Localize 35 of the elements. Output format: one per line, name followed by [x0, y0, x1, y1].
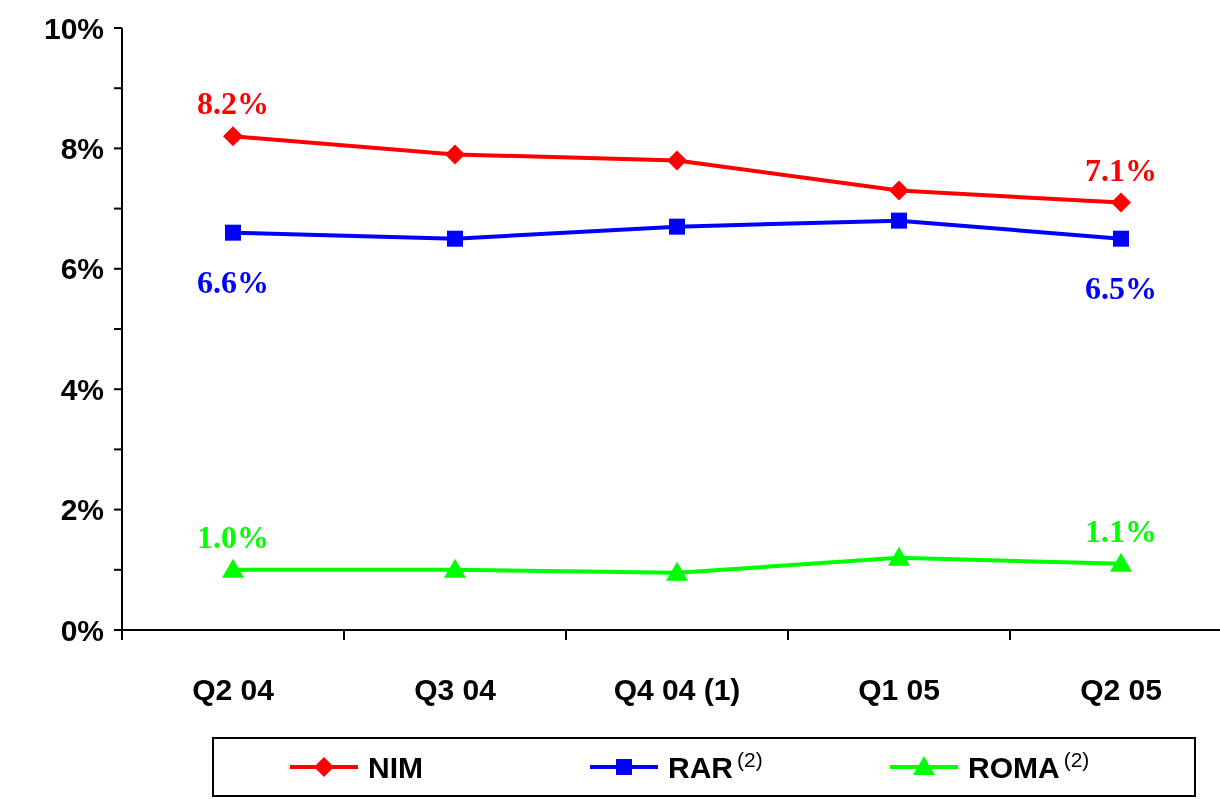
legend-label: ROMA$^{(2)}$ [968, 747, 1090, 784]
point [1110, 552, 1132, 572]
point [669, 218, 685, 235]
x-tick-label: Q1 05 [858, 673, 940, 706]
x-tick-label: Q3 04 [414, 673, 497, 706]
point [889, 180, 909, 201]
data-label: 6.5% [1085, 269, 1157, 306]
legend-label: RAR$^{(2)}$ [668, 747, 763, 784]
x-tick-label: Q2 04 [192, 673, 275, 706]
point [667, 150, 687, 171]
point [445, 144, 465, 165]
y-tick-label: 4% [60, 372, 104, 406]
y-tick-label: 10% [43, 11, 104, 45]
y-tick-label: 2% [60, 493, 104, 527]
data-label: 1.1% [1085, 512, 1157, 549]
point [222, 558, 244, 578]
y-tick-label: 8% [60, 131, 104, 165]
data-label: 6.6% [197, 263, 269, 300]
legend-label: NIM [368, 750, 423, 784]
point [223, 126, 243, 147]
point [1111, 192, 1131, 213]
point [447, 230, 463, 247]
point [225, 224, 241, 241]
x-tick-label: Q2 05 [1080, 673, 1162, 706]
point [891, 212, 907, 229]
x-tick-label: Q4 04 (1) [613, 673, 741, 706]
point [888, 546, 910, 566]
data-label: 8.2% [197, 85, 269, 122]
point [666, 561, 688, 581]
y-tick-label: 0% [60, 613, 104, 647]
point [1113, 230, 1129, 247]
point [444, 558, 466, 578]
data-label: 7.1% [1085, 151, 1157, 188]
data-label: 1.0% [197, 518, 269, 555]
y-tick-label: 6% [60, 252, 104, 286]
